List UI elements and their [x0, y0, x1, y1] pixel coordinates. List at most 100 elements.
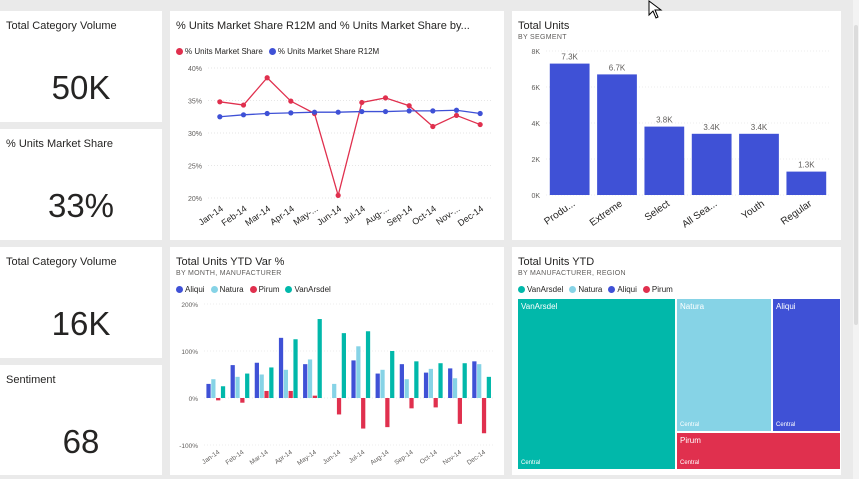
bar [644, 126, 685, 195]
column-bar-aliqui [399, 364, 404, 398]
y-tick-label: 20% [188, 196, 202, 203]
column-bar-pirum [312, 395, 317, 398]
kpi-value: 16K [51, 305, 111, 342]
data-point [264, 110, 270, 117]
line-chart-tile[interactable]: % Units Market Share R12M and % Units Ma… [170, 11, 504, 240]
legend-item[interactable]: % Units Market Share R12M [268, 47, 379, 56]
legend-item[interactable]: Pirum [249, 285, 279, 294]
data-point [359, 108, 365, 115]
column-bar-natura [404, 379, 409, 398]
column-bar-vanarsdel [438, 363, 443, 398]
data-label: 3.8K [656, 116, 673, 125]
column-bar-natura [235, 376, 240, 398]
column-bar-natura [477, 364, 482, 398]
legend-dot-icon [176, 48, 183, 56]
column-bar-pirum [336, 398, 342, 415]
treemap-cell-pirum[interactable]: Pirum Central [677, 433, 840, 469]
column-bar-vanarsdel [341, 333, 346, 398]
column-bar-aliqui [254, 362, 259, 398]
clustered-column-chart: -100% 0% 100% 200% Jan-14 Feb-14 Mar-14 Apr-14 M… [179, 302, 494, 467]
bar-chart: 0K 2K 4K 6K 8K 7.3K Produ... 6.7K Extreme 3.8K Sel… [531, 49, 830, 230]
treemap-tile[interactable]: Total Units YTD BY MANUFACTURER, REGION … [512, 247, 841, 475]
x-tick-label: Youth [740, 198, 767, 221]
kpi-card-category-volume-ytd[interactable]: Total Category Volume 16K [0, 247, 162, 358]
data-point [477, 110, 483, 117]
legend-item[interactable]: Aliqui [608, 285, 637, 294]
x-tick-label: Jan-14 [197, 203, 225, 227]
legend-item[interactable]: Natura [210, 285, 244, 294]
column-bar-natura [452, 378, 458, 398]
data-point [288, 110, 294, 116]
column-bar-aliqui [448, 368, 453, 398]
kpi-card-market-share[interactable]: % Units Market Share 33% [0, 129, 162, 240]
x-tick-label: Regular [779, 198, 815, 227]
x-tick-label: Apr-14 [274, 449, 294, 466]
bar [549, 63, 590, 195]
x-tick-label: Feb-14 [220, 203, 249, 228]
column-bar-pirum [288, 390, 293, 398]
scrollbar-thumb[interactable] [854, 25, 858, 325]
treemap-label: Pirum [680, 436, 701, 445]
kpi-card-sentiment[interactable]: Sentiment 68 [0, 365, 162, 475]
column-bar-aliqui [230, 365, 235, 398]
bar [786, 171, 827, 195]
treemap-cell-aliqui[interactable]: Aliqui Central [773, 299, 840, 431]
legend-dot-icon [642, 286, 650, 294]
treemap-cell-natura[interactable]: Natura Central [677, 299, 771, 431]
legend-item[interactable]: Natura [569, 285, 602, 294]
column-bar-pirum [481, 398, 487, 434]
column-bar-vanarsdel [365, 331, 371, 398]
bar [597, 74, 637, 195]
y-tick-label: 100% [181, 349, 198, 356]
column-bar-aliqui [206, 383, 211, 398]
legend-item[interactable]: % Units Market Share [176, 47, 263, 56]
treemap-sublabel: Central [776, 422, 796, 428]
kpi-value: 33% [47, 187, 115, 224]
x-tick-label: Mar-14 [243, 203, 272, 228]
chart-title: Total Units YTD Var % [176, 256, 285, 268]
clustered-chart-tile[interactable]: Total Units YTD Var % BY MONTH, MANUFACT… [170, 247, 504, 475]
y-tick-label: 4K [531, 121, 540, 128]
x-tick-label: Jun-14 [315, 203, 343, 227]
x-tick-label: Oct-14 [419, 449, 439, 466]
column-bar-aliqui [278, 337, 284, 398]
treemap-sublabel: Central [521, 460, 541, 466]
x-tick-label: Jan-14 [201, 449, 222, 466]
kpi-card-category-volume[interactable]: Total Category Volume 50K [0, 11, 162, 122]
x-tick-label: Dec-14 [456, 203, 486, 228]
column-bar-natura [259, 374, 264, 398]
series-line-market-share [219, 76, 481, 198]
data-point [453, 107, 460, 113]
legend-dot-icon [176, 286, 183, 294]
column-bar-pirum [361, 398, 366, 429]
bar-chart-tile[interactable]: Total Units BY SEGMENT 0K 2K 4K 6K 8K 7.3K Pro… [512, 11, 841, 240]
treemap-cell-vanarsdel[interactable]: VanArsdel Central [518, 299, 675, 469]
column-bar-pirum [240, 398, 245, 403]
x-tick-label: Oct-14 [410, 203, 438, 227]
y-tick-label: 0K [531, 193, 540, 200]
data-point [430, 108, 436, 114]
x-tick-label: Jun-14 [322, 449, 343, 466]
data-point [406, 108, 412, 114]
legend-item[interactable]: Aliqui [176, 285, 205, 294]
legend-item[interactable]: Pirum [642, 285, 673, 294]
legend-dot-icon [608, 286, 616, 294]
legend-item[interactable]: VanArsdel [518, 285, 563, 294]
data-label: 1.3K [798, 161, 815, 170]
column-bar-natura [428, 368, 433, 398]
column-bar-natura [211, 379, 216, 398]
x-tick-label: Aug-14 [369, 449, 390, 467]
kpi-value: 68 [62, 423, 100, 460]
y-tick-label: 30% [188, 131, 202, 138]
series-line-market-share-r12m [219, 109, 481, 118]
column-bar-aliqui [303, 364, 308, 398]
column-bar-pirum [264, 390, 269, 398]
data-point [453, 112, 460, 119]
kpi-title: Total Category Volume [6, 20, 117, 32]
column-bar-vanarsdel [390, 351, 395, 398]
data-point [217, 114, 223, 120]
treemap-label: VanArsdel [521, 302, 558, 311]
legend-item[interactable]: VanArsdel [285, 285, 331, 294]
data-point [430, 123, 436, 130]
legend-dot-icon [569, 286, 577, 294]
